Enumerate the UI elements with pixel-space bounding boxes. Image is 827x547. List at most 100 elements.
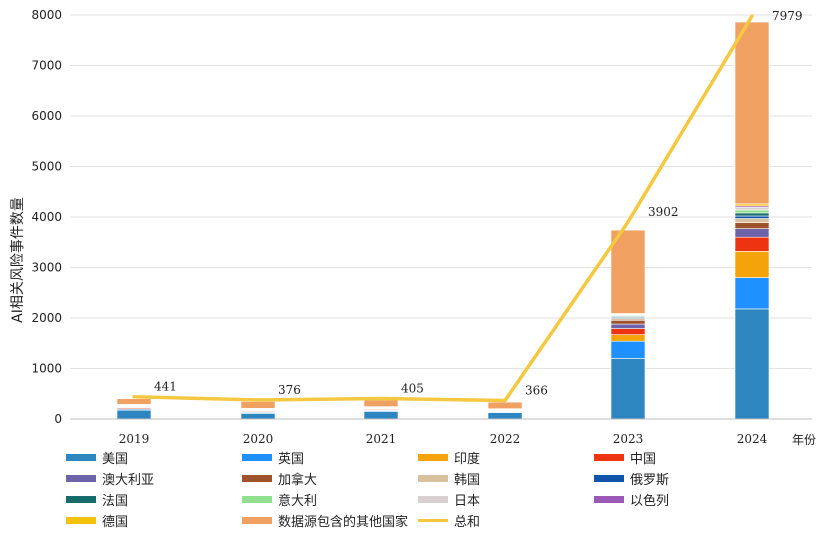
y-tick-label: 1000 bbox=[31, 362, 62, 376]
legend-swatch bbox=[66, 495, 96, 503]
total-data-label: 7979 bbox=[772, 9, 803, 23]
x-tick-label: 2024 bbox=[737, 432, 768, 446]
legend-item: 法国 bbox=[66, 490, 129, 509]
y-tick-label: 0 bbox=[54, 412, 62, 426]
bar-segment bbox=[610, 328, 646, 335]
bar-segment bbox=[116, 409, 152, 420]
legend-label: 意大利 bbox=[278, 493, 318, 509]
legend-label: 日本 bbox=[454, 493, 481, 509]
gridlines bbox=[70, 14, 812, 369]
legend-label: 德国 bbox=[102, 514, 129, 530]
bar-segment bbox=[734, 212, 770, 217]
legend-swatch bbox=[594, 474, 624, 482]
bar-segment bbox=[116, 398, 152, 405]
legend-label: 澳大利亚 bbox=[102, 472, 155, 488]
legend-swatch bbox=[242, 516, 272, 524]
legend-swatch bbox=[594, 495, 624, 503]
bar-segment bbox=[734, 236, 770, 252]
y-tick-label: 8000 bbox=[31, 8, 62, 22]
total-data-label: 441 bbox=[154, 380, 177, 394]
total-data-labels: 441 376 405 366 3902 7979 bbox=[154, 9, 803, 398]
legend-swatch bbox=[242, 495, 272, 503]
legend-label: 以色列 bbox=[630, 493, 670, 509]
legend-item: 意大利 bbox=[242, 490, 318, 509]
y-tick-label: 2000 bbox=[31, 311, 62, 325]
bar-segment bbox=[363, 399, 399, 407]
legend-swatch bbox=[418, 453, 448, 461]
legend-item: 中国 bbox=[594, 448, 657, 467]
legend-line-swatch bbox=[418, 518, 448, 522]
legend-item: 加拿大 bbox=[242, 469, 318, 488]
bar-segment bbox=[734, 21, 770, 205]
legend-item: 以色列 bbox=[594, 490, 670, 509]
y-axis-label: AI相关风险事件数量 bbox=[10, 197, 26, 323]
legend-swatch bbox=[242, 474, 272, 482]
legend-label: 总和 bbox=[454, 514, 481, 530]
bar-segment bbox=[610, 340, 646, 359]
y-tick-labels: 0 1000 2000 3000 4000 5000 6000 7000 8000 bbox=[31, 8, 62, 426]
legend-item: 数据源包含的其他国家 bbox=[242, 511, 409, 530]
legend-item: 日本 bbox=[418, 490, 481, 509]
bar-segment bbox=[734, 251, 770, 278]
legend-swatch bbox=[66, 453, 96, 461]
legend-label: 美国 bbox=[102, 451, 129, 467]
bar-segment bbox=[734, 209, 770, 214]
legend-label: 数据源包含的其他国家 bbox=[278, 514, 409, 530]
bar-segment bbox=[734, 215, 770, 219]
legend-label: 英国 bbox=[278, 451, 305, 467]
y-tick-label: 7000 bbox=[31, 59, 62, 73]
bar-segment bbox=[610, 319, 646, 325]
x-tick-label: 2022 bbox=[490, 432, 521, 446]
bar-segment bbox=[487, 412, 523, 420]
bar-segment bbox=[610, 229, 646, 314]
x-tick-label: 2020 bbox=[243, 432, 274, 446]
x-tick-label: 2021 bbox=[366, 432, 397, 446]
legend-item: 印度 bbox=[418, 448, 480, 467]
bar-segment bbox=[487, 401, 523, 409]
bar-segment bbox=[734, 207, 770, 211]
total-data-label: 376 bbox=[278, 383, 301, 397]
legend-label: 韩国 bbox=[454, 472, 481, 488]
bar-segment bbox=[734, 218, 770, 223]
legend-swatch bbox=[418, 495, 448, 503]
x-axis-label: 年份 bbox=[792, 433, 816, 447]
bar-segment bbox=[734, 228, 770, 238]
bar-segment bbox=[610, 358, 646, 420]
legend-swatch bbox=[418, 474, 448, 482]
total-line bbox=[132, 14, 754, 403]
total-series-line bbox=[132, 14, 754, 403]
legend-swatch bbox=[66, 474, 96, 482]
y-tick-label: 4000 bbox=[31, 210, 62, 224]
bar-segment bbox=[734, 222, 770, 229]
legend-swatch bbox=[242, 453, 272, 461]
x-tick-labels: 2019 2020 2021 2022 2023 2024 bbox=[119, 432, 768, 446]
legend-label: 中国 bbox=[630, 451, 657, 467]
bar-segment bbox=[240, 401, 276, 409]
legend-label: 俄罗斯 bbox=[630, 472, 670, 488]
bar-segment bbox=[610, 323, 646, 329]
x-tick-label: 2023 bbox=[613, 432, 644, 446]
y-tick-label: 6000 bbox=[31, 109, 62, 123]
y-tick-label: 3000 bbox=[31, 261, 62, 275]
total-data-label: 366 bbox=[525, 384, 548, 398]
legend-item: 俄罗斯 bbox=[594, 469, 670, 488]
legend-item: 德国 bbox=[66, 511, 129, 530]
legend-swatch bbox=[66, 516, 96, 524]
x-tick-label: 2019 bbox=[119, 432, 150, 446]
bar-segment bbox=[734, 203, 770, 207]
bar-segment bbox=[734, 308, 770, 420]
bar-segment bbox=[734, 277, 770, 310]
bar-segment bbox=[240, 413, 276, 420]
legend-label: 加拿大 bbox=[278, 472, 318, 488]
legend-label: 法国 bbox=[102, 493, 129, 509]
bar-segment bbox=[610, 334, 646, 342]
legend-item: 英国 bbox=[242, 448, 305, 467]
bars bbox=[116, 21, 770, 420]
legend-item: 美国 bbox=[66, 448, 129, 467]
legend-item: 韩国 bbox=[418, 469, 481, 488]
y-tick-label: 5000 bbox=[31, 160, 62, 174]
legend-item: 澳大利亚 bbox=[66, 469, 155, 488]
legend-item: 总和 bbox=[418, 511, 481, 530]
legend-swatch bbox=[594, 453, 624, 461]
